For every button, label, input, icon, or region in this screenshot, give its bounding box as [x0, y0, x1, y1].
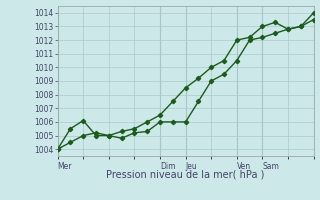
Text: Jeu: Jeu — [186, 162, 197, 171]
Text: Mer: Mer — [58, 162, 72, 171]
Text: Sam: Sam — [262, 162, 279, 171]
Text: Dim: Dim — [160, 162, 175, 171]
Text: Ven: Ven — [237, 162, 251, 171]
X-axis label: Pression niveau de la mer( hPa ): Pression niveau de la mer( hPa ) — [107, 170, 265, 180]
